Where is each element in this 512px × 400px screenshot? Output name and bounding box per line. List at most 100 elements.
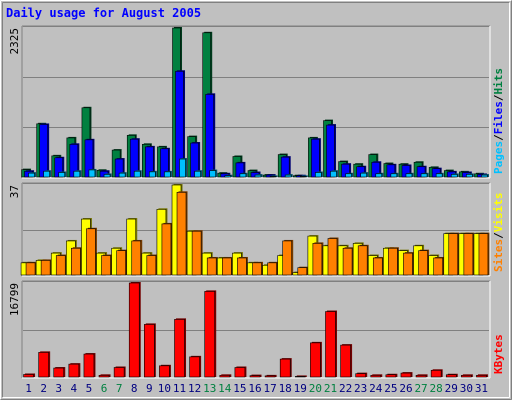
x-tick-label-day-6: 6	[101, 382, 108, 395]
legend-visits-sites: Sites/Visits	[492, 193, 505, 273]
pages-bar-day-22	[345, 172, 354, 178]
sites-bar-day-25	[388, 247, 399, 276]
legend-entry-hits: Hits	[492, 68, 505, 95]
pages-bar-day-31	[481, 174, 489, 178]
sites-bar-day-13	[206, 256, 218, 276]
kbytes-bar-day-27	[415, 374, 428, 378]
legend-separator: /	[492, 134, 505, 141]
kbytes-bar-day-24	[370, 374, 383, 378]
kbytes-bar-day-14	[219, 374, 232, 378]
pages-bar-day-10	[164, 170, 172, 178]
files-bar-day-20	[311, 138, 321, 178]
pages-bar-day-4	[73, 170, 82, 178]
sites-bar-day-15	[237, 256, 248, 276]
x-tick-label-day-4: 4	[71, 382, 78, 395]
pages-bar-day-17	[269, 175, 278, 178]
x-tick-label-day-12: 12	[188, 382, 201, 395]
pages-bar-day-3	[58, 171, 67, 178]
pages-bar-day-1	[28, 172, 37, 178]
x-tick-label-day-23: 23	[354, 382, 367, 395]
x-tick-label-day-31: 31	[475, 382, 488, 395]
sites-bar-day-8	[131, 239, 143, 276]
sites-bar-day-2	[40, 259, 52, 276]
kbytes-bar-day-9	[144, 323, 156, 378]
sites-bar-day-31	[478, 232, 490, 276]
pages-bar-day-14	[224, 174, 233, 178]
sites-bar-day-6	[101, 254, 113, 276]
pages-bar-day-15	[239, 172, 248, 178]
pages-bar-day-30	[466, 173, 474, 178]
sites-bar-day-22	[342, 247, 354, 276]
sites-bar-day-27	[418, 249, 430, 276]
x-tick-label-day-9: 9	[146, 382, 153, 395]
x-tick-label-day-17: 17	[263, 382, 276, 395]
sites-bar-day-19	[297, 266, 309, 276]
x-tick-label-day-15: 15	[233, 382, 246, 395]
x-tick-label-day-1: 1	[25, 382, 32, 395]
x-tick-label-day-5: 5	[86, 382, 93, 395]
sites-bar-day-5	[86, 227, 97, 276]
chart-title: Daily usage for August 2005	[6, 6, 201, 20]
legend-hits-files-pages: Pages/Files/Hits	[492, 68, 505, 174]
sites-bar-day-11	[176, 191, 188, 276]
panel-background	[22, 26, 490, 178]
sites-bar-day-3	[55, 254, 67, 276]
legend-entry-visits: Visits	[492, 193, 505, 233]
x-tick-label-day-16: 16	[248, 382, 261, 395]
sites-bar-day-1	[25, 261, 37, 276]
legend-separator: /	[492, 94, 505, 101]
kbytes-bar-day-17	[264, 374, 277, 378]
legend-entry-sites: Sites	[492, 239, 505, 272]
kbytes-bar-day-3	[53, 367, 66, 378]
sites-bar-day-28	[433, 256, 445, 276]
sites-bar-day-7	[116, 249, 128, 276]
sites-bar-day-12	[191, 230, 203, 276]
kbytes-bar-day-15	[234, 366, 247, 378]
pages-bar-day-7	[118, 172, 127, 178]
pages-bar-day-23	[360, 172, 369, 178]
pages-bar-day-2	[43, 170, 52, 178]
kbytes-bar-day-23	[355, 372, 368, 378]
pages-bar-day-29	[450, 173, 459, 178]
files-bar-day-18	[280, 156, 291, 178]
x-tick-label-day-30: 30	[460, 382, 473, 395]
sites-bar-day-29	[448, 232, 460, 276]
y-max-label: 37	[8, 185, 21, 198]
x-tick-label-day-22: 22	[339, 382, 352, 395]
x-tick-label-day-2: 2	[40, 382, 47, 395]
files-bar-day-21	[326, 124, 336, 178]
kbytes-bar-day-26	[400, 372, 413, 378]
pages-bar-day-12	[194, 170, 203, 178]
x-axis-labels: 1 2 3 4 5 6 7 8 9 10 11 12 13 14 15 16 17 18 19 20 21 22 23 24 2…	[25, 382, 488, 395]
x-tick-label-day-14: 14	[218, 382, 232, 395]
kbytes-bar-day-29	[445, 373, 458, 378]
panels-layer: 2325Pages/Files/Hits37Sites/Visits16799K…	[8, 25, 505, 379]
pages-bar-day-25	[390, 172, 399, 178]
sites-bar-day-18	[282, 239, 294, 276]
kbytes-bar-day-12	[189, 355, 202, 378]
x-tick-label-day-29: 29	[445, 382, 458, 395]
y-max-label: 16799	[8, 283, 21, 316]
pages-bar-day-26	[405, 172, 414, 178]
sites-bar-day-14	[222, 256, 233, 276]
pages-bar-day-27	[420, 172, 429, 178]
kbytes-bar-day-13	[204, 290, 217, 378]
panel-background	[22, 281, 490, 378]
panel-kbytes: 16799 KBytes	[8, 280, 505, 379]
kbytes-bar-day-6	[98, 374, 111, 378]
kbytes-bar-day-28	[430, 369, 443, 378]
panel-visits-sites: 37 Sites/Visits	[8, 182, 505, 277]
pages-bar-day-28	[435, 172, 444, 178]
x-tick-label-day-24: 24	[369, 382, 383, 395]
kbytes-bar-day-31	[476, 374, 488, 378]
pages-bar-day-11	[179, 158, 188, 178]
kbytes-bar-day-25	[385, 373, 398, 378]
pages-bar-day-8	[133, 170, 142, 178]
legend-entry-files: Files	[492, 101, 505, 134]
x-tick-label-day-10: 10	[158, 382, 171, 395]
files-bar-day-2	[39, 123, 50, 178]
kbytes-bar-day-16	[249, 374, 262, 378]
sites-bar-day-17	[267, 261, 279, 276]
pages-bar-day-20	[315, 171, 323, 178]
